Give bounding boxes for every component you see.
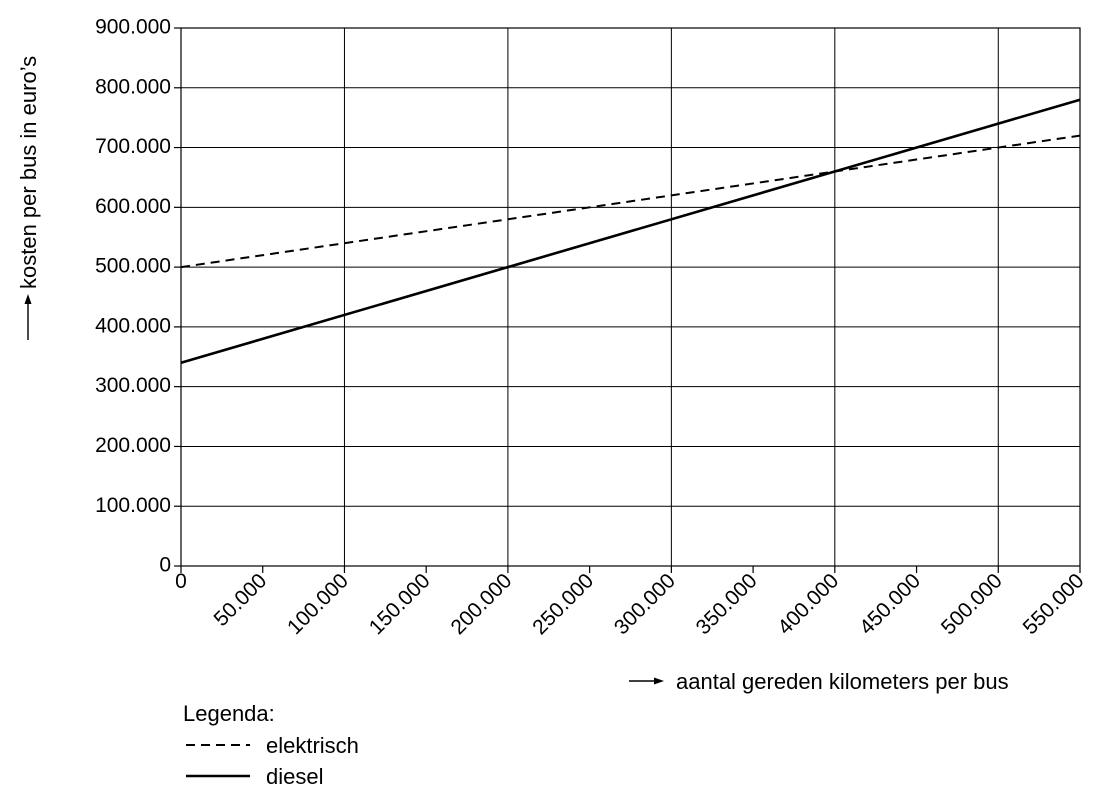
legend-title: Legenda: [183, 701, 275, 726]
series-lines [180, 98, 1081, 365]
y-ticks: 0 100.000 200.000 300.000 400.000 500.000 600.… [95, 16, 181, 577]
x-tick-label: 200.000 [446, 569, 516, 639]
series-line-diesel [180, 98, 1081, 365]
x-tick-label: 350.000 [692, 569, 762, 639]
y-axis-title: kosten per bus in euro’s [16, 56, 41, 289]
plot-frame [180, 27, 1081, 567]
x-tick-label: 0 [175, 570, 187, 593]
y-tick-label: 800.000 [95, 75, 171, 98]
series-line-elektrisch [180, 134, 1081, 269]
y-tick-label: 700.000 [95, 135, 171, 158]
y-tick-label: 600.000 [95, 195, 171, 218]
y-tick-label: 0 [159, 554, 171, 577]
x-axis-title: aantal gereden kilometers per bus [676, 669, 1009, 694]
x-tick-label: 400.000 [773, 569, 843, 639]
x-axis-title-group: aantal gereden kilometers per bus [629, 669, 1009, 694]
x-tick-label: 250.000 [528, 569, 598, 639]
y-tick-label: 100.000 [95, 494, 171, 517]
y-axis-arrow-head [24, 294, 32, 304]
x-tick-label: 300.000 [610, 569, 680, 639]
x-tick-label: 50.000 [210, 569, 272, 631]
y-tick-label: 200.000 [95, 434, 171, 457]
legend-label-elektrisch: elektrisch [266, 733, 359, 758]
plot-border [180, 27, 1081, 567]
x-tick-label: 450.000 [855, 569, 925, 639]
y-tick-label: 400.000 [95, 314, 171, 337]
x-tick-label: 500.000 [937, 569, 1007, 639]
x-tick-label: 150.000 [365, 569, 435, 639]
y-axis-title-group: kosten per bus in euro’s [16, 56, 41, 340]
legend: Legenda: elektrisch diesel [183, 701, 359, 787]
x-tick-label: 550.000 [1019, 569, 1089, 639]
y-tick-label: 300.000 [95, 374, 171, 397]
x-tick-label: 100.000 [283, 569, 353, 639]
y-tick-label: 500.000 [95, 255, 171, 278]
grid-lines [181, 27, 1080, 566]
x-ticks: 0 50.000 100.000 150.000 200.000 250.000 300.0… [175, 566, 1089, 639]
legend-label-diesel: diesel [266, 764, 323, 787]
y-tick-label: 900.000 [95, 16, 171, 39]
x-axis-arrow-head [654, 677, 664, 685]
